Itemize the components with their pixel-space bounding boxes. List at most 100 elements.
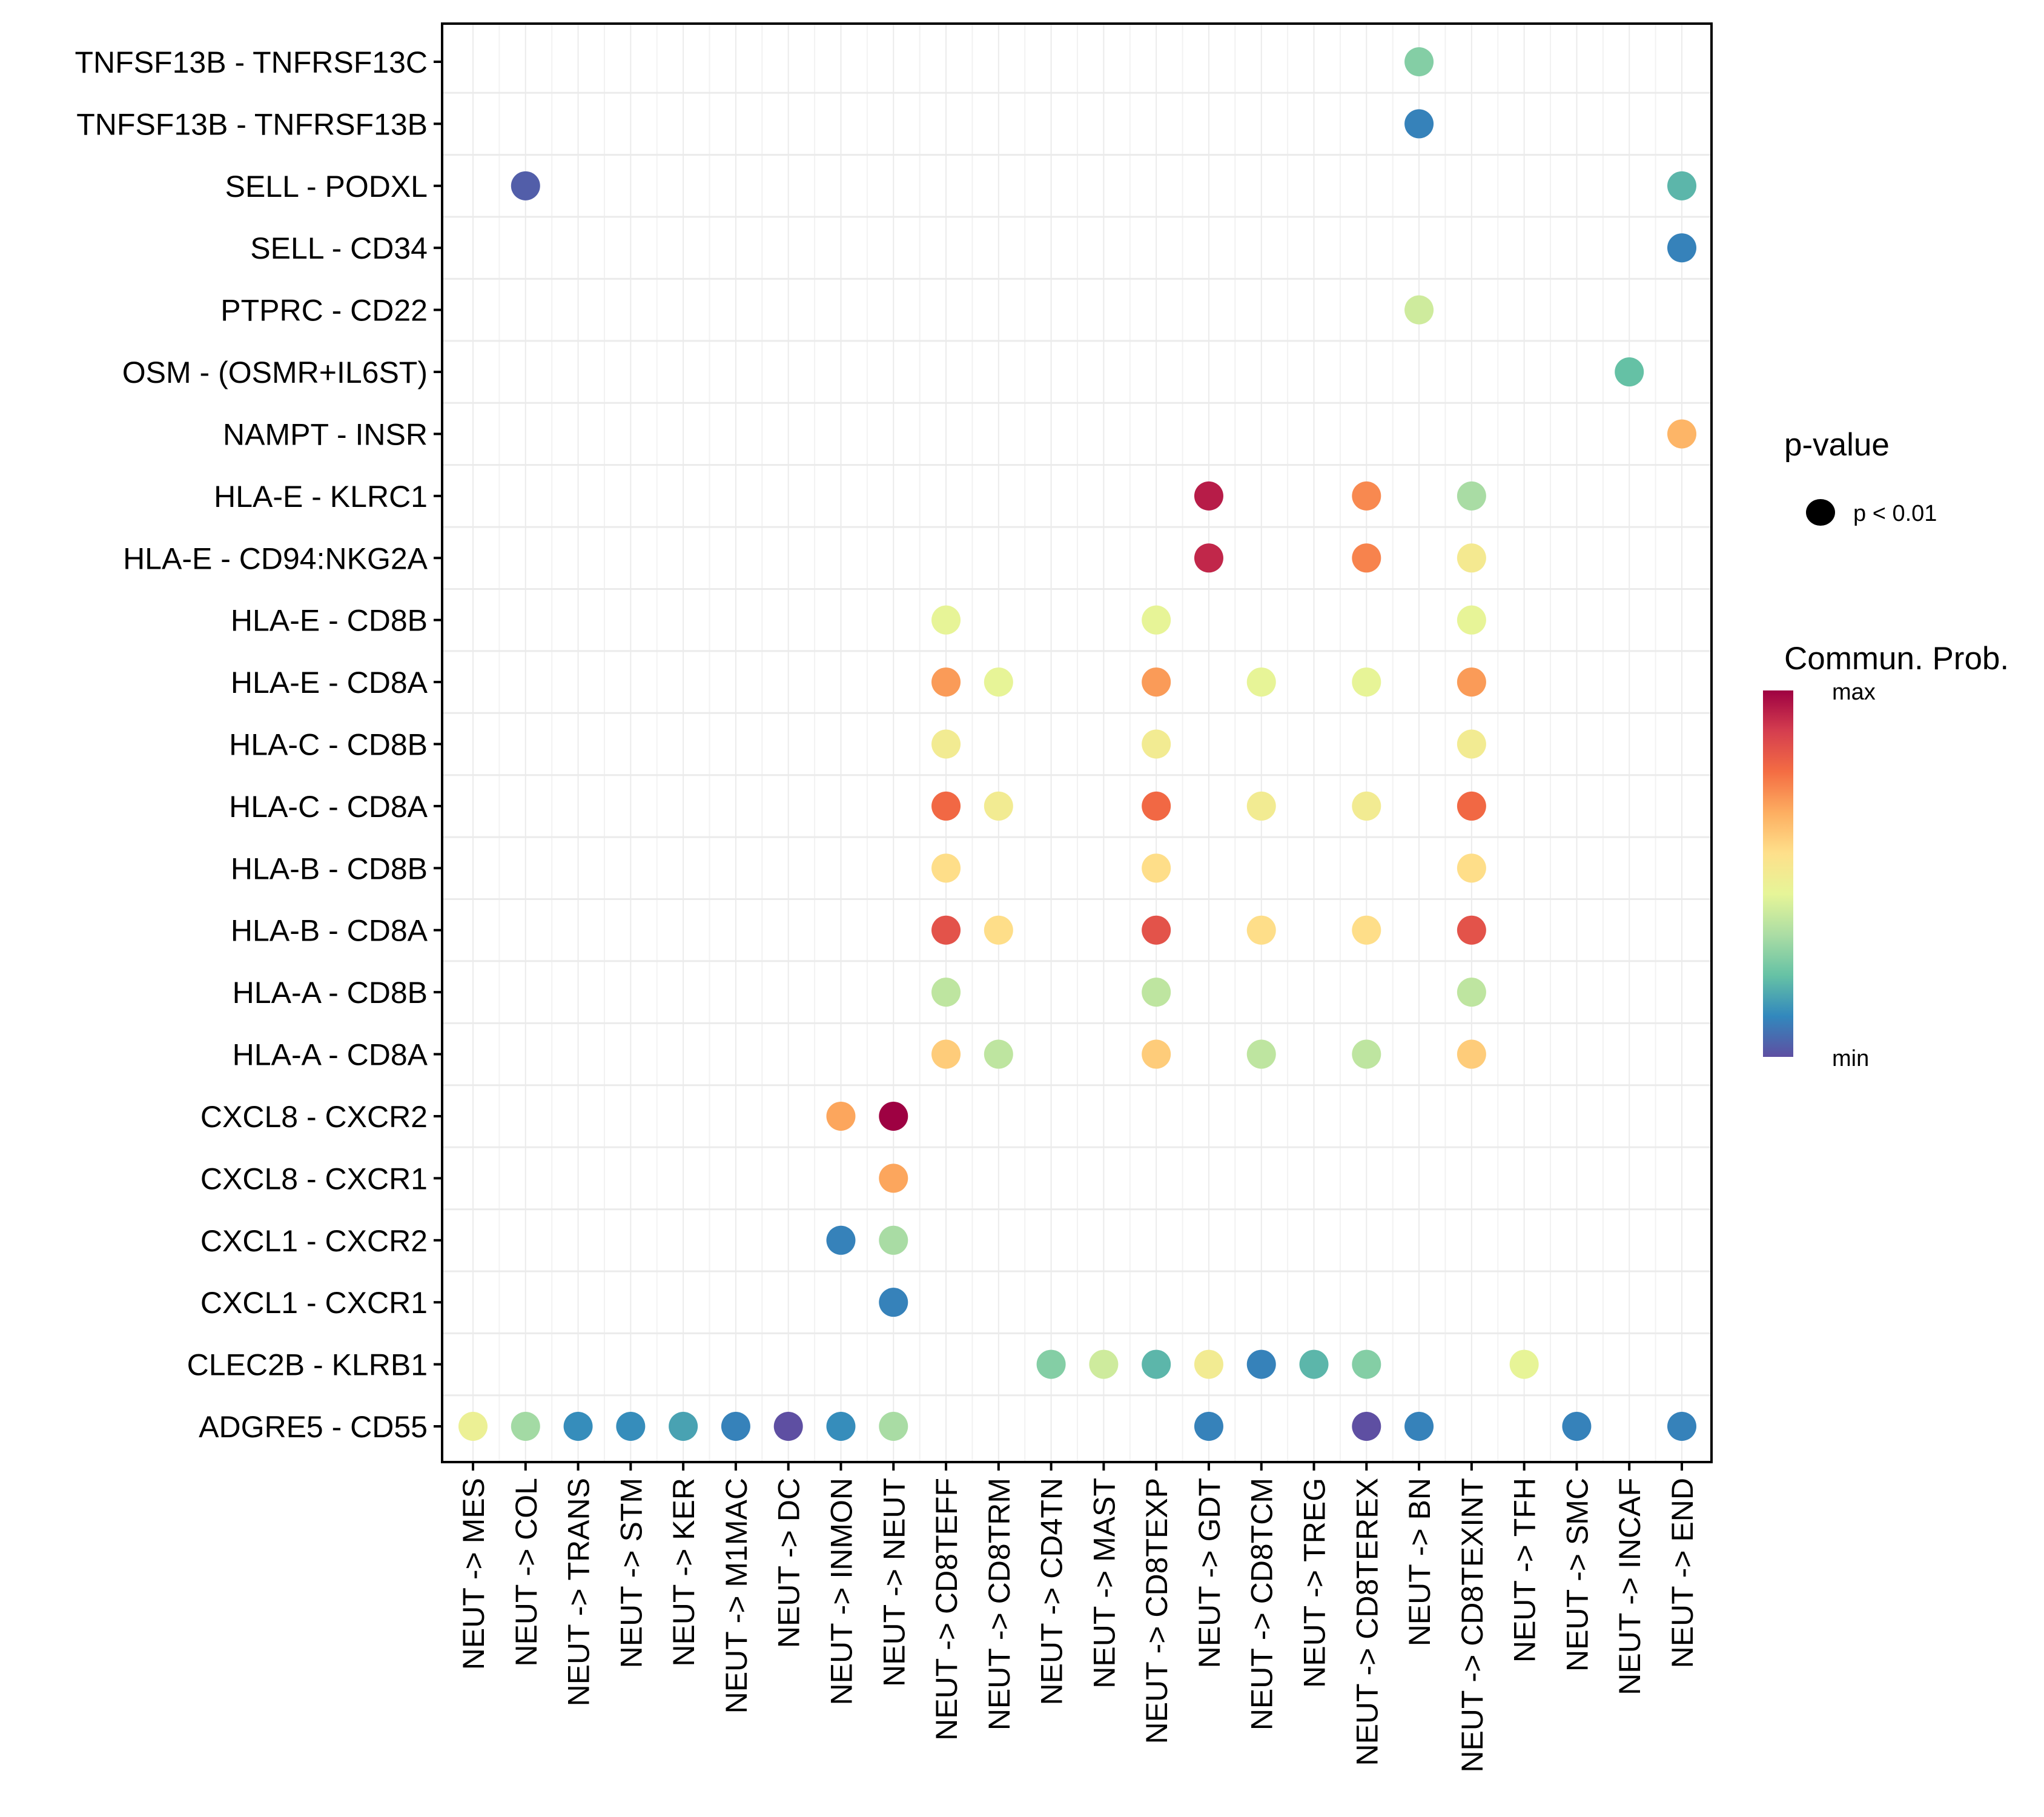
data-point — [1667, 1412, 1696, 1441]
data-point — [1404, 295, 1434, 325]
data-point — [879, 1288, 908, 1317]
data-point — [1457, 729, 1486, 759]
data-point — [1457, 853, 1486, 883]
color-bar-max-label: max — [1832, 680, 1876, 705]
data-point — [931, 1039, 961, 1069]
data-point — [563, 1412, 593, 1441]
data-point — [1667, 233, 1696, 263]
data-point — [1194, 1349, 1223, 1379]
data-point — [1194, 1412, 1223, 1441]
x-axis: NEUT -> MES NEUT -> COL NEUT -> TRANS NEUT … — [457, 1462, 1699, 1773]
x-tick-label: NEUT -> KER — [667, 1478, 701, 1667]
data-point — [1352, 791, 1381, 821]
data-point — [669, 1412, 698, 1441]
pvalue-legend-dot — [1806, 499, 1835, 526]
data-point — [511, 1412, 540, 1441]
data-point — [931, 729, 961, 759]
x-tick-label: NEUT -> CD8TEFF — [930, 1478, 964, 1741]
data-point — [1457, 605, 1486, 635]
data-point — [984, 915, 1013, 945]
legend: p-value p < 0.01 Commun. Prob. max min — [1763, 427, 2009, 1071]
data-point — [1667, 419, 1696, 449]
data-point — [984, 667, 1013, 697]
data-point — [1509, 1349, 1539, 1379]
data-point — [1457, 791, 1486, 821]
data-points — [458, 47, 1696, 1441]
data-point — [1352, 915, 1381, 945]
data-point — [616, 1412, 646, 1441]
data-point — [826, 1101, 856, 1131]
data-point — [1142, 1349, 1171, 1379]
y-tick-label: CXCL1 - CXCR2 — [200, 1224, 428, 1258]
y-tick-label: HLA-E - CD94:NKG2A — [123, 541, 428, 575]
data-point — [984, 1039, 1013, 1069]
data-point — [1246, 667, 1276, 697]
data-point — [458, 1412, 488, 1441]
y-tick-label: TNFSF13B - TNFRSF13B — [76, 107, 428, 141]
x-tick-label: NEUT -> CD8TCM — [1245, 1478, 1279, 1730]
data-point — [931, 791, 961, 821]
color-bar-min-label: min — [1832, 1046, 1869, 1071]
data-point — [1299, 1349, 1329, 1379]
data-point — [1036, 1349, 1066, 1379]
x-tick-label: NEUT -> NEUT — [877, 1478, 911, 1687]
y-tick-label: HLA-C - CD8A — [229, 790, 428, 824]
y-tick-label: HLA-E - CD8B — [231, 604, 428, 638]
data-point — [879, 1163, 908, 1193]
data-point — [1457, 978, 1486, 1007]
data-point — [1404, 109, 1434, 139]
data-point — [1457, 481, 1486, 511]
data-point — [511, 171, 540, 200]
data-point — [1457, 543, 1486, 573]
data-point — [1246, 1039, 1276, 1069]
data-point — [1142, 978, 1171, 1007]
data-point — [931, 978, 961, 1007]
data-point — [1194, 543, 1223, 573]
x-tick-label: NEUT -> COL — [509, 1478, 543, 1667]
color-bar — [1763, 690, 1793, 1057]
y-tick-label: SELL - PODXL — [225, 170, 428, 204]
data-point — [984, 791, 1013, 821]
data-point — [1194, 481, 1223, 511]
y-axis: TNFSF13B - TNFRSF13C TNFSF13B - TNFRSF13B… — [75, 45, 442, 1444]
y-tick-label: TNFSF13B - TNFRSF13C — [75, 45, 428, 79]
x-tick-label: NEUT -> END — [1665, 1478, 1699, 1668]
data-point — [1404, 47, 1434, 76]
data-point — [721, 1412, 750, 1441]
y-tick-label: CXCL8 - CXCR2 — [200, 1100, 428, 1134]
pvalue-legend-title: p-value — [1784, 427, 1890, 463]
y-tick-label: HLA-B - CD8B — [231, 852, 428, 885]
data-point — [1142, 791, 1171, 821]
data-point — [1246, 1349, 1276, 1379]
data-point — [879, 1225, 908, 1255]
data-point — [1352, 1039, 1381, 1069]
y-tick-label: HLA-B - CD8A — [231, 914, 428, 948]
data-point — [931, 915, 961, 945]
y-tick-label: SELL - CD34 — [250, 231, 428, 265]
data-point — [1562, 1412, 1592, 1441]
data-point — [1142, 1039, 1171, 1069]
x-tick-label: NEUT -> CD8TRM — [982, 1478, 1016, 1730]
x-tick-label: NEUT -> CD4TN — [1035, 1478, 1069, 1706]
x-tick-label: NEUT -> TREG — [1298, 1478, 1332, 1688]
x-tick-label: NEUT -> TFH — [1508, 1478, 1542, 1663]
data-point — [1352, 543, 1381, 573]
y-tick-label: ADGRE5 - CD55 — [199, 1410, 428, 1444]
y-tick-label: CLEC2B - KLRB1 — [187, 1348, 428, 1382]
x-tick-label: NEUT -> BN — [1403, 1478, 1437, 1646]
x-tick-label: NEUT -> STM — [614, 1478, 648, 1668]
y-tick-label: HLA-A - CD8A — [233, 1038, 428, 1072]
y-tick-label: OSM - (OSMR+IL6ST) — [122, 356, 428, 389]
x-tick-label: NEUT -> DC — [772, 1478, 806, 1648]
data-point — [1089, 1349, 1119, 1379]
data-point — [1404, 1412, 1434, 1441]
x-tick-label: NEUT -> MES — [457, 1478, 491, 1670]
y-tick-label: NAMPT - INSR — [223, 417, 428, 451]
data-point — [931, 853, 961, 883]
y-tick-label: HLA-E - CD8A — [231, 666, 428, 700]
data-point — [879, 1101, 908, 1131]
y-tick-label: HLA-E - KLRC1 — [214, 480, 428, 514]
y-tick-label: CXCL8 - CXCR1 — [200, 1162, 428, 1196]
y-tick-label: CXCL1 - CXCR1 — [200, 1286, 428, 1320]
